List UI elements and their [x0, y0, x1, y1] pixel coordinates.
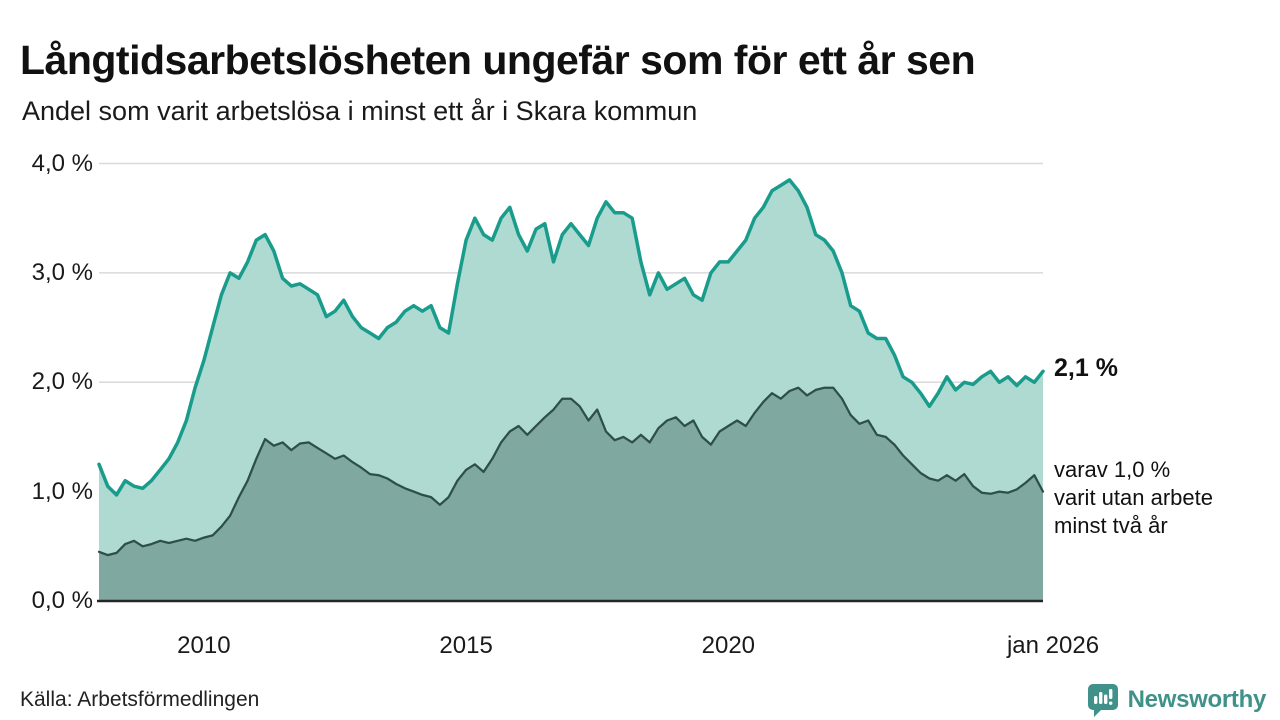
y-tick-label: 2,0 %: [31, 368, 93, 396]
annotation-line-2: varit utan arbete: [1054, 485, 1213, 510]
newsworthy-logo: Newsworthy: [1086, 682, 1266, 718]
y-tick-label: 3,0 %: [31, 258, 93, 286]
chart-subtitle: Andel som varit arbetslösa i minst ett å…: [22, 96, 698, 126]
source-credit: Källa: Arbetsförmedlingen: [20, 688, 260, 711]
annotation-line-3: minst två år: [1054, 513, 1168, 538]
y-tick-label: 1,0 %: [31, 477, 93, 505]
latest-value-label: 2,1 %: [1054, 354, 1118, 382]
y-tick-label: 4,0 %: [31, 149, 93, 177]
newsworthy-wordmark: Newsworthy: [1127, 686, 1267, 713]
line-one-year: [97, 178, 1045, 497]
page-title: Långtidsarbetslösheten ungefär som för e…: [20, 37, 976, 84]
y-tick-label: 0,0 %: [31, 587, 93, 614]
area-two-years: [99, 387, 1043, 601]
x-tick-label: 2020: [701, 632, 756, 659]
line-two-years: [97, 386, 1045, 557]
x-tick-label: 2015: [439, 632, 493, 659]
annotation-line-1: varav 1,0 %: [1054, 457, 1171, 482]
newsworthy-bubble-icon: [1087, 684, 1118, 717]
x-tick-label: jan 2026: [1006, 632, 1100, 659]
two-year-annotation: varav 1,0 % varit utan arbete minst två …: [1054, 456, 1213, 540]
x-tick-label: 2010: [177, 632, 231, 659]
